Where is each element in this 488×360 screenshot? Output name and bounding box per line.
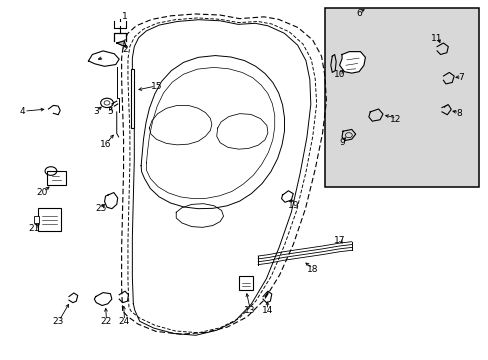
Text: 9: 9 [339,138,344,147]
Text: 6: 6 [355,9,361,18]
Text: 19: 19 [287,201,298,210]
Text: 21: 21 [28,224,40,233]
Polygon shape [117,41,126,47]
Bar [38,208,61,231]
Text: 20: 20 [37,188,48,197]
Text: 5: 5 [107,107,113,116]
Text: 15: 15 [151,82,162,91]
Polygon shape [339,51,365,73]
Text: 22: 22 [100,317,111,326]
Text: 2: 2 [122,45,127,54]
Text: 14: 14 [262,306,273,315]
Text: 3: 3 [93,107,99,116]
Text: 17: 17 [333,237,345,246]
Text: 8: 8 [455,109,461,118]
Text: 24: 24 [118,317,129,326]
Text: 18: 18 [306,265,318,274]
Text: 4: 4 [20,107,25,116]
Bar [131,69,134,128]
Text: 23: 23 [52,317,64,326]
Text: 10: 10 [333,70,345,79]
Bar [238,276,253,290]
Bar [325,8,478,187]
Text: 1: 1 [122,12,128,21]
Bar [47,171,65,185]
Bar [34,216,39,223]
Text: 11: 11 [430,34,442,43]
Text: 25: 25 [95,204,106,213]
Text: 7: 7 [458,73,464,82]
Text: 13: 13 [243,306,255,315]
Text: 12: 12 [389,114,401,123]
Text: 16: 16 [100,140,111,149]
